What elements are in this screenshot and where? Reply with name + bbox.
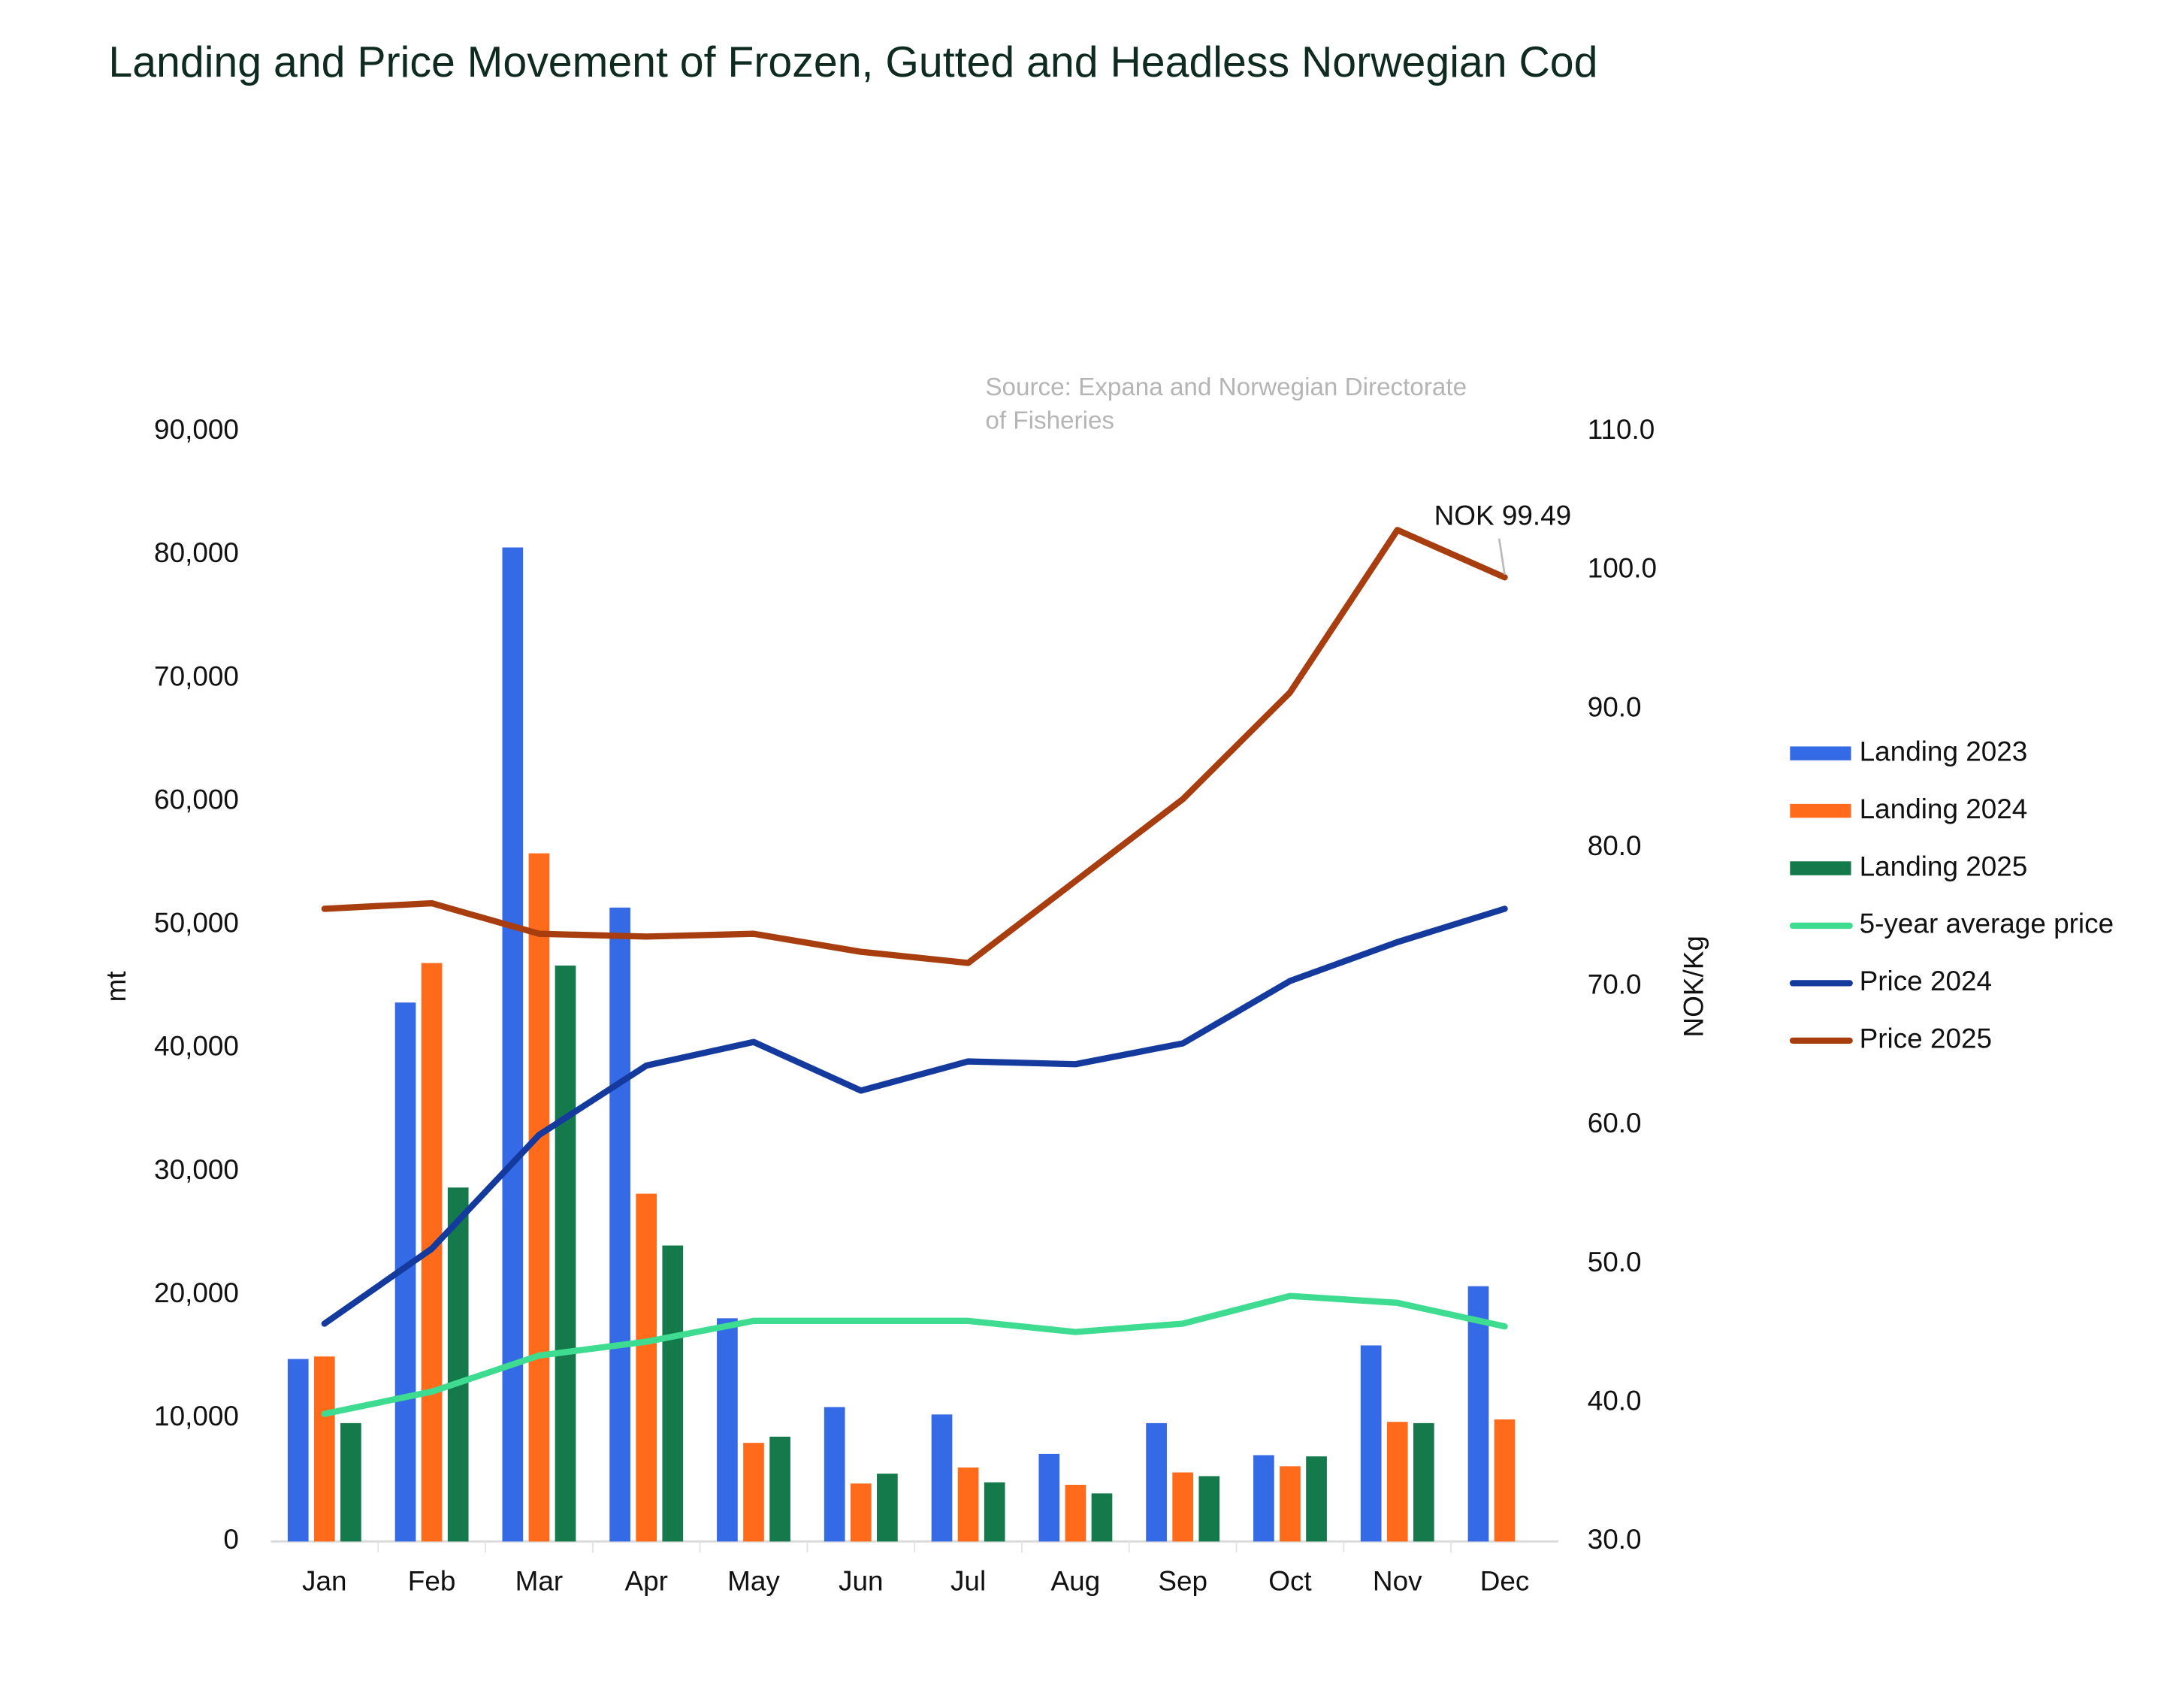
y-tick-label: 90,000 (154, 414, 239, 445)
bar (717, 1318, 738, 1542)
x-tick-label: Jun (839, 1566, 884, 1597)
y2-tick-label: 60.0 (1588, 1108, 1642, 1138)
annotation-leader (1498, 538, 1506, 575)
y-tick-label: 40,000 (154, 1031, 239, 1062)
line (321, 905, 1508, 1327)
y-tick-label: 10,000 (154, 1401, 239, 1431)
y-axis-label: mt (101, 971, 131, 1002)
bar (1360, 1345, 1382, 1542)
legend-swatch (1790, 803, 1851, 818)
legend-label: Landing 2023 (1860, 736, 2028, 766)
bar (1306, 1456, 1327, 1542)
legend-label: Price 2024 (1860, 966, 1992, 996)
y2-tick-label: 40.0 (1588, 1386, 1642, 1416)
bar (1091, 1493, 1113, 1542)
bar (313, 1356, 335, 1542)
x-tick-label: Oct (1268, 1566, 1311, 1597)
source-note: of Fisheries (985, 407, 1114, 435)
x-tick-label: Feb (408, 1566, 456, 1597)
legend-label: 5-year average price (1860, 908, 2114, 939)
x-tick-label: Nov (1373, 1566, 1422, 1597)
bar (1253, 1455, 1274, 1542)
bar (502, 547, 524, 1542)
y-tick-label: 30,000 (154, 1154, 239, 1185)
x-tick-label: Sep (1158, 1566, 1207, 1597)
line (321, 527, 1508, 966)
x-tick-label: Aug (1051, 1566, 1101, 1597)
y2-tick-label: 50.0 (1588, 1247, 1642, 1277)
bar (528, 853, 550, 1542)
bar (1386, 1422, 1408, 1542)
y-tick-label: 80,000 (154, 537, 239, 568)
bar (1146, 1422, 1167, 1542)
bar (877, 1474, 898, 1542)
bar (340, 1422, 361, 1542)
legend-label: Landing 2025 (1860, 851, 2028, 881)
y2-axis-label: NOK/Kg (1679, 936, 1709, 1037)
bar (1172, 1472, 1194, 1542)
bar (447, 1187, 469, 1542)
bar (850, 1483, 872, 1542)
y-tick-label: 50,000 (154, 908, 239, 939)
y-tick-label: 70,000 (154, 661, 239, 691)
y-tick-label: 60,000 (154, 784, 239, 815)
bar (287, 1359, 309, 1542)
y2-tick-label: 30.0 (1588, 1524, 1642, 1555)
legend-swatch (1790, 746, 1851, 760)
bar (824, 1407, 845, 1542)
y2-tick-label: 100.0 (1588, 553, 1657, 584)
bar (1280, 1466, 1301, 1542)
line (321, 1292, 1508, 1417)
bar (1467, 1286, 1489, 1542)
chart-title: Landing and Price Movement of Frozen, Gu… (108, 38, 1597, 86)
bar (984, 1482, 1005, 1542)
bar (636, 1193, 657, 1542)
bar (743, 1443, 764, 1542)
bar (1494, 1419, 1516, 1542)
source-note: Source: Expana and Norwegian Directorate (985, 373, 1467, 401)
legend-swatch (1790, 861, 1851, 875)
bar (957, 1467, 979, 1542)
y2-tick-label: 70.0 (1588, 969, 1642, 1000)
legend-label: Landing 2024 (1860, 794, 2028, 824)
y2-tick-label: 110.0 (1588, 414, 1655, 445)
y-tick-label: 0 (223, 1524, 239, 1555)
x-tick-label: Dec (1480, 1566, 1530, 1597)
y2-tick-label: 80.0 (1588, 830, 1642, 861)
bar (555, 965, 576, 1542)
bar (1413, 1422, 1434, 1542)
bar (609, 907, 630, 1542)
bar (1038, 1453, 1060, 1542)
bar (769, 1436, 790, 1542)
y-tick-label: 20,000 (154, 1277, 239, 1308)
x-tick-label: Jul (950, 1566, 986, 1597)
bar (1065, 1484, 1086, 1542)
bar (662, 1245, 684, 1542)
x-tick-label: May (727, 1566, 780, 1597)
x-tick-label: Mar (515, 1566, 564, 1597)
legend-label: Price 2025 (1860, 1023, 1992, 1054)
annotation: NOK 99.49 (1434, 500, 1572, 531)
y2-tick-label: 90.0 (1588, 691, 1642, 722)
x-tick-label: Jan (302, 1566, 347, 1597)
bar (931, 1414, 953, 1542)
bar (1198, 1476, 1220, 1542)
x-tick-label: Apr (624, 1566, 667, 1597)
